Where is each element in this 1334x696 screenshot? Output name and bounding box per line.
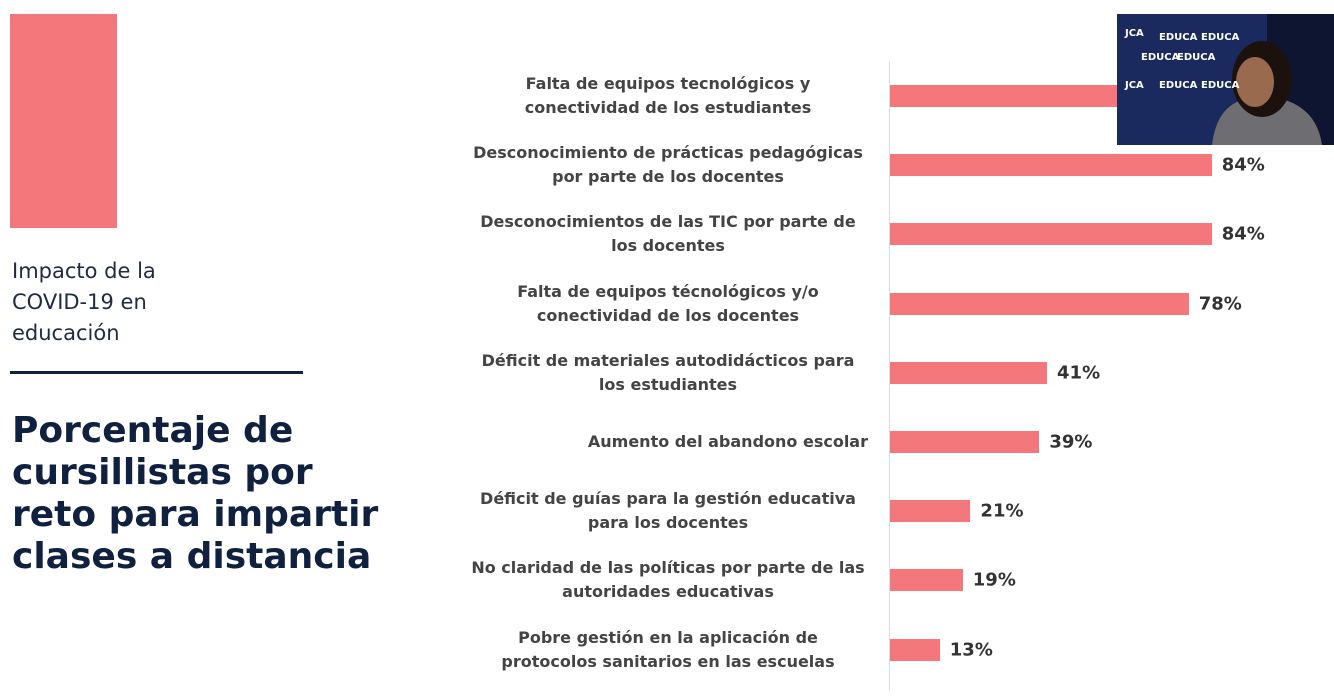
- bar: [890, 293, 1189, 315]
- person-face: [1236, 57, 1274, 107]
- value-label: 13%: [950, 639, 993, 660]
- logo-text: EDUCA: [1159, 32, 1198, 43]
- value-label: 41%: [1057, 362, 1100, 383]
- category-label: Desconocimiento de prácticas pedagógicas…: [468, 141, 868, 189]
- category-label: Desconocimientos de las TIC por parte de…: [468, 210, 868, 258]
- logo-text: EDUCA: [1201, 32, 1240, 43]
- logo-text: EDUCA: [1159, 80, 1198, 91]
- logo-text: JCA: [1124, 80, 1144, 91]
- value-label: 84%: [1222, 224, 1265, 245]
- bar: [890, 154, 1212, 176]
- category-label: Falta de equipos técnológicos y/o conect…: [468, 280, 868, 328]
- bar: [890, 362, 1047, 384]
- value-label: 84%: [1222, 155, 1265, 176]
- accent-block: [10, 14, 117, 228]
- divider: [10, 371, 303, 374]
- category-label: Pobre gestión en la aplicación de protoc…: [468, 626, 868, 674]
- logo-text: EDUCA: [1201, 80, 1240, 91]
- logo-text: EDUCA: [1177, 52, 1216, 63]
- category-label: Aumento del abandono escolar: [588, 430, 868, 454]
- value-label: 19%: [973, 570, 1016, 591]
- bar: [890, 223, 1212, 245]
- logo-text: EDUCA: [1141, 52, 1180, 63]
- category-label: No claridad de las políticas por parte d…: [468, 556, 868, 604]
- bar: [890, 500, 970, 522]
- category-label: Déficit de guías para la gestión educati…: [468, 487, 868, 535]
- chart-title: Porcentaje de cursillistas por reto para…: [12, 410, 392, 578]
- bar: [890, 639, 940, 661]
- section-label: Impacto de la COVID-19 en educación: [12, 256, 212, 349]
- slide: {"section_label": "Impacto de la COVID-1…: [0, 0, 1334, 696]
- value-label: 78%: [1199, 293, 1242, 314]
- bar: [890, 569, 963, 591]
- value-label: 21%: [980, 501, 1023, 522]
- logo-text: JCA: [1124, 28, 1144, 39]
- bar: [890, 431, 1039, 453]
- value-label: 39%: [1049, 432, 1092, 453]
- category-label: Déficit de materiales autodidácticos par…: [468, 349, 868, 397]
- category-label: Falta de equipos tecnológicos y conectiv…: [468, 72, 868, 120]
